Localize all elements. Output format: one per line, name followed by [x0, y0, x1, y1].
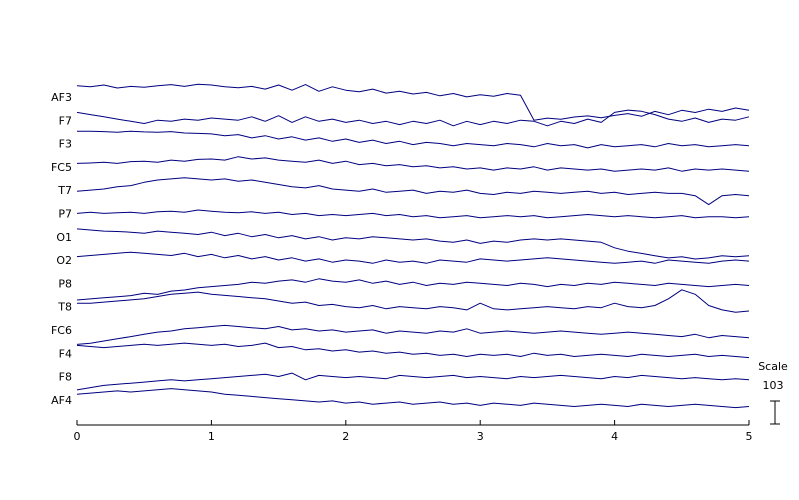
- channel-label: P7: [58, 208, 72, 221]
- channel-label: F3: [59, 138, 72, 151]
- eeg-trace: [76, 177, 750, 206]
- channel-label: T8: [57, 301, 72, 314]
- eeg-trace: [76, 342, 750, 359]
- x-tick-label: 0: [74, 430, 81, 443]
- eeg-trace: [76, 324, 750, 345]
- scale-value: 103: [763, 379, 784, 392]
- channel-label: O2: [56, 254, 72, 267]
- x-tick-label: 5: [746, 430, 753, 443]
- eeg-trace: [76, 278, 750, 301]
- eeg-trace: [77, 289, 750, 313]
- x-tick-label: 2: [342, 430, 349, 443]
- channel-label: F8: [59, 371, 72, 384]
- channel-label: F4: [59, 347, 72, 360]
- channel-label: O1: [56, 231, 72, 244]
- channel-label: FC5: [51, 161, 72, 174]
- eeg-trace: [76, 209, 750, 219]
- eeg-trace: [76, 228, 750, 260]
- channel-label: P8: [58, 277, 72, 290]
- eeg-trace: [76, 109, 750, 127]
- x-tick-label: 1: [208, 430, 215, 443]
- eeg-trace: [76, 372, 750, 391]
- channel-label: F7: [59, 114, 72, 127]
- eeg-trace: [76, 83, 750, 121]
- channel-label: AF3: [51, 91, 72, 104]
- scale-bar: [770, 400, 780, 425]
- eeg-trace: [76, 388, 750, 409]
- channel-label: T7: [57, 184, 72, 197]
- eeg-trace: [77, 130, 750, 149]
- scale-title: Scale: [758, 360, 788, 373]
- eeg-trace: [76, 251, 750, 264]
- eeg-trace: [76, 156, 750, 172]
- x-tick-label: 3: [477, 430, 484, 443]
- channel-label: FC6: [51, 324, 72, 337]
- channel-label: AF4: [51, 394, 72, 407]
- x-tick-label: 4: [611, 430, 618, 443]
